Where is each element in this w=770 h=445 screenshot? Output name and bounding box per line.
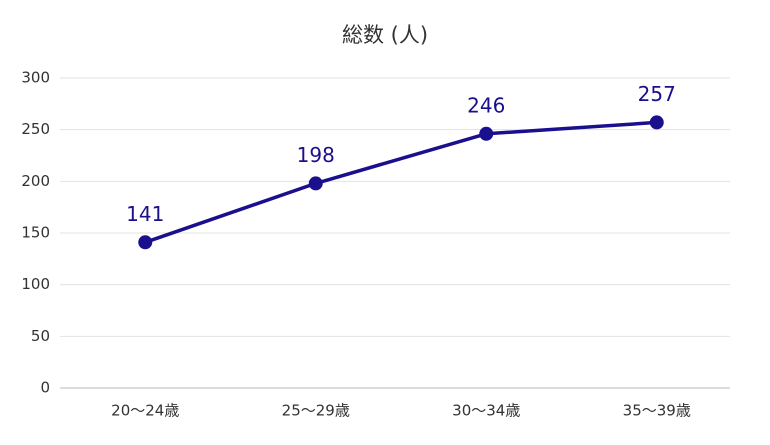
y-tick-label: 300	[21, 69, 50, 87]
data-point	[138, 235, 153, 250]
data-label: 257	[638, 82, 676, 106]
chart-title: 総数 (人)	[342, 23, 428, 47]
y-tick-label: 100	[21, 275, 50, 293]
series-line	[144, 120, 657, 244]
x-tick-label: 30〜34歳	[452, 402, 520, 420]
data-point	[649, 115, 664, 130]
y-tick-label: 50	[31, 327, 50, 345]
x-tick-label: 20〜24歳	[111, 402, 179, 420]
x-tick-label: 25〜29歳	[282, 402, 350, 420]
y-tick-label: 250	[21, 120, 50, 138]
y-tick-label: 200	[21, 172, 50, 190]
y-tick-label: 150	[21, 224, 50, 242]
data-label: 198	[297, 143, 335, 167]
y-tick-label: 0	[40, 379, 50, 397]
x-tick-label: 35〜39歳	[623, 402, 691, 420]
data-point	[308, 176, 323, 191]
data-label: 246	[467, 93, 505, 117]
data-label: 141	[126, 202, 164, 226]
data-point	[479, 126, 494, 141]
